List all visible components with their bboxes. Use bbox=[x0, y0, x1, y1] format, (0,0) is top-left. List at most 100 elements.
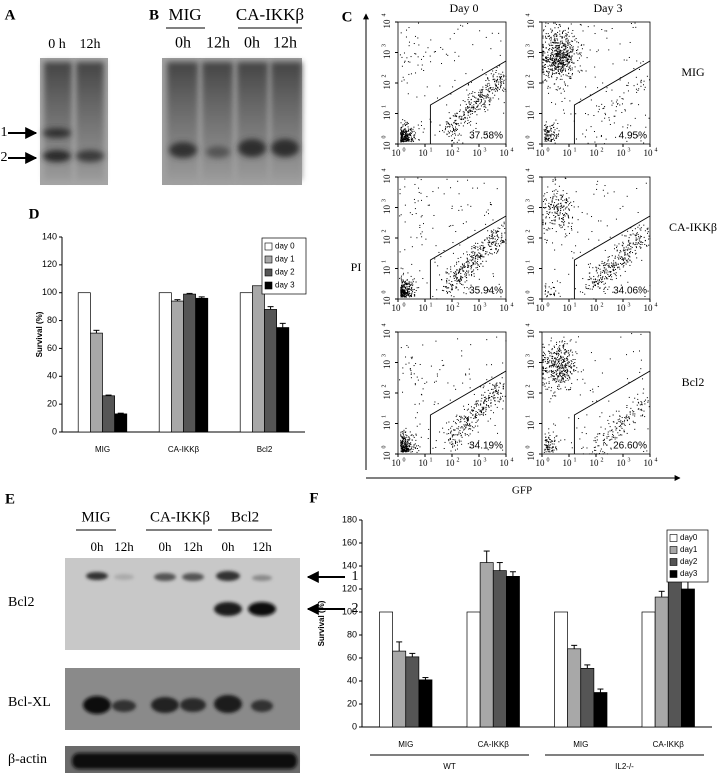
flow-event bbox=[413, 449, 414, 450]
flow-event bbox=[488, 405, 489, 406]
flow-event bbox=[598, 106, 599, 107]
flow-event bbox=[624, 421, 625, 422]
flow-event bbox=[453, 429, 454, 430]
flow-event bbox=[555, 446, 556, 447]
flow-event bbox=[553, 364, 554, 365]
flow-event bbox=[597, 272, 598, 273]
flow-event bbox=[415, 417, 416, 418]
flow-event bbox=[612, 255, 613, 256]
flow-event bbox=[477, 106, 478, 107]
flow-event bbox=[478, 105, 479, 106]
flow-event bbox=[461, 284, 462, 285]
flow-event bbox=[599, 433, 600, 434]
flow-event bbox=[440, 47, 441, 48]
flow-event bbox=[565, 85, 566, 86]
tick-exponent: 1 bbox=[381, 105, 387, 108]
flow-event bbox=[563, 206, 564, 207]
flow-event bbox=[568, 361, 569, 362]
flow-event bbox=[550, 29, 551, 30]
flow-event bbox=[547, 447, 548, 448]
flow-event bbox=[546, 211, 547, 212]
flow-event bbox=[412, 246, 413, 247]
flow-event bbox=[555, 178, 556, 179]
flow-event bbox=[559, 30, 560, 31]
flow-event bbox=[569, 76, 570, 77]
flow-event bbox=[491, 249, 492, 250]
flow-event bbox=[416, 213, 417, 214]
flow-event bbox=[462, 277, 463, 278]
flow-event bbox=[548, 60, 549, 61]
flow-event bbox=[545, 203, 546, 204]
flow-event bbox=[489, 252, 490, 253]
flow-event bbox=[562, 196, 563, 197]
flow-event bbox=[410, 289, 411, 290]
flow-event bbox=[591, 352, 592, 353]
flow-event bbox=[567, 85, 568, 86]
tick-label: 10 bbox=[500, 303, 510, 313]
flow-event bbox=[488, 90, 489, 91]
flow-event bbox=[476, 114, 477, 115]
flow-event bbox=[554, 73, 555, 74]
flow-event bbox=[552, 30, 553, 31]
flow-event bbox=[602, 279, 603, 280]
flow-event bbox=[462, 417, 463, 418]
flow-event bbox=[588, 264, 589, 265]
flow-event bbox=[451, 286, 452, 287]
flow-event bbox=[500, 80, 501, 81]
flow-event bbox=[649, 238, 650, 239]
flow-event bbox=[422, 65, 423, 66]
flow-event bbox=[559, 367, 560, 368]
flow-event bbox=[448, 273, 449, 274]
flow-event bbox=[498, 249, 499, 250]
flow-event bbox=[636, 92, 637, 93]
flow-event bbox=[553, 393, 554, 394]
flow-event bbox=[483, 95, 484, 96]
flow-event bbox=[621, 259, 622, 260]
flow-event bbox=[585, 136, 586, 137]
flow-event bbox=[450, 130, 451, 131]
flow-event bbox=[495, 425, 496, 426]
flow-event bbox=[592, 451, 593, 452]
flow-event bbox=[496, 85, 497, 86]
flow-event bbox=[571, 205, 572, 206]
flow-event bbox=[404, 79, 405, 80]
flow-event bbox=[465, 117, 466, 118]
flow-event bbox=[598, 50, 599, 51]
flow-event bbox=[624, 424, 625, 425]
flow-event bbox=[558, 381, 559, 382]
flow-event bbox=[546, 81, 547, 82]
flow-event bbox=[553, 134, 554, 135]
flow-event bbox=[468, 102, 469, 103]
flow-event bbox=[400, 189, 401, 190]
bar bbox=[467, 612, 480, 727]
flow-event bbox=[438, 252, 439, 253]
flow-event bbox=[454, 60, 455, 61]
flow-event bbox=[600, 451, 601, 452]
flow-event bbox=[405, 283, 406, 284]
flow-event bbox=[421, 437, 422, 438]
flow-event bbox=[565, 48, 566, 49]
flow-event bbox=[473, 96, 474, 97]
flow-event bbox=[617, 100, 618, 101]
flow-event bbox=[543, 378, 544, 379]
flow-event bbox=[640, 81, 641, 82]
flow-event bbox=[465, 375, 466, 376]
flow-event bbox=[490, 400, 491, 401]
flow-event bbox=[607, 453, 608, 454]
flow-event bbox=[553, 205, 554, 206]
tick-exponent: 0 bbox=[525, 446, 531, 449]
flow-event bbox=[415, 138, 416, 139]
flow-event bbox=[404, 296, 405, 297]
tick-label: 10 bbox=[536, 148, 546, 158]
flow-event bbox=[418, 125, 419, 126]
flow-event bbox=[555, 370, 556, 371]
flow-event bbox=[475, 248, 476, 249]
flow-event bbox=[552, 45, 553, 46]
flow-event bbox=[548, 291, 549, 292]
flow-event bbox=[544, 80, 545, 81]
flow-event bbox=[548, 228, 549, 229]
y-tick-label: 40 bbox=[47, 371, 57, 381]
flow-event bbox=[489, 101, 490, 102]
flow-event bbox=[458, 258, 459, 259]
flow-event bbox=[429, 205, 430, 206]
